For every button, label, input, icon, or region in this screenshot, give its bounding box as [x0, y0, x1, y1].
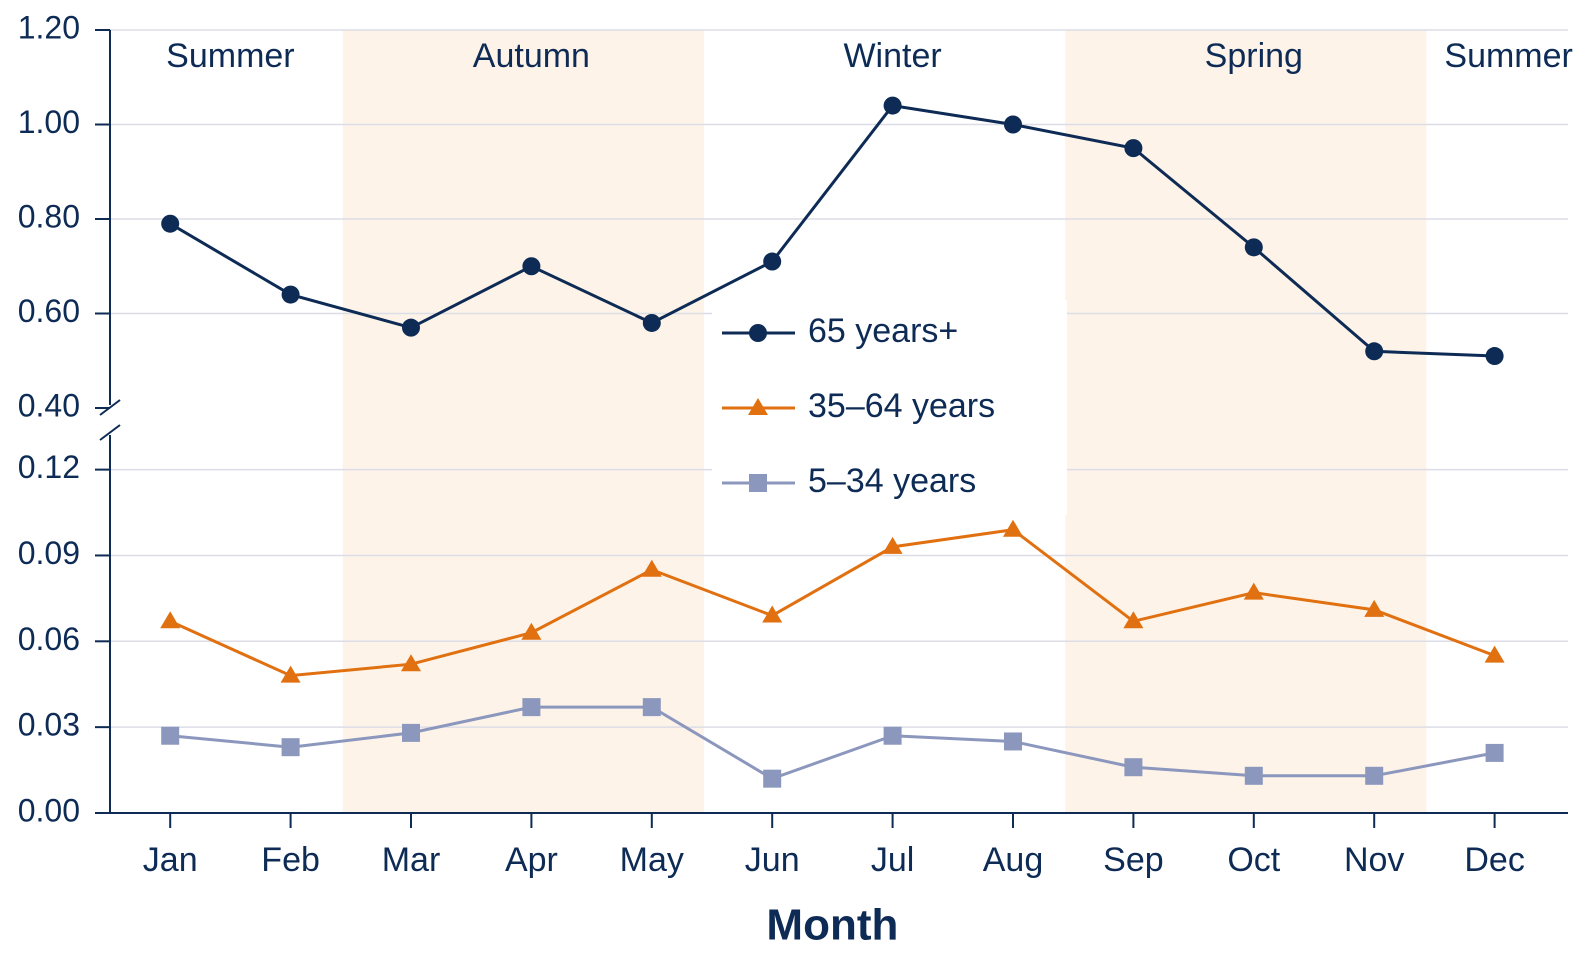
- x-tick-label: Jul: [871, 841, 914, 879]
- season-label: Autumn: [473, 37, 590, 75]
- season-shade: [343, 30, 704, 813]
- legend-label: 35–64 years: [808, 387, 995, 425]
- season-label: Winter: [843, 37, 941, 75]
- y-tick-label: 1.00: [18, 104, 80, 140]
- data-point: [1365, 767, 1383, 785]
- data-point: [1245, 238, 1263, 256]
- y-tick-label: 0.60: [18, 293, 80, 329]
- x-tick-label: Aug: [983, 841, 1044, 879]
- data-point: [522, 698, 540, 716]
- data-point: [643, 314, 661, 332]
- season-label: Summer: [166, 37, 294, 75]
- data-point: [282, 738, 300, 756]
- y-tick-label: 0.06: [18, 621, 80, 657]
- y-tick-label: 0.03: [18, 707, 80, 743]
- x-tick-label: Dec: [1464, 841, 1524, 879]
- season-shade: [1065, 30, 1426, 813]
- data-point: [1124, 758, 1142, 776]
- x-tick-label: May: [620, 841, 684, 879]
- y-tick-label: 0.40: [18, 387, 80, 423]
- data-point: [884, 727, 902, 745]
- y-tick-label: 0.00: [18, 792, 80, 828]
- legend-marker: [749, 474, 767, 492]
- data-point: [763, 770, 781, 788]
- x-tick-label: Jan: [143, 841, 198, 879]
- data-point: [282, 286, 300, 304]
- y-tick-label: 0.09: [18, 535, 80, 571]
- y-tick-label: 0.12: [18, 449, 80, 485]
- data-point: [1486, 347, 1504, 365]
- x-tick-label: Jun: [745, 841, 800, 879]
- season-label: Summer: [1444, 37, 1572, 75]
- y-tick-label: 1.20: [18, 9, 80, 45]
- x-tick-label: Apr: [505, 841, 558, 879]
- data-point: [1003, 520, 1023, 537]
- data-point: [763, 253, 781, 271]
- x-tick-label: Oct: [1227, 841, 1280, 879]
- data-point: [884, 97, 902, 115]
- page: 0.40 0.60 0.80 1.00 1.20 0.00 0.03 0.06 0.09 0.12…: [0, 0, 1595, 966]
- season-label: Spring: [1205, 37, 1303, 75]
- data-point: [161, 215, 179, 233]
- data-point: [1365, 342, 1383, 360]
- x-tick-label: Feb: [261, 841, 320, 879]
- data-point: [160, 611, 180, 628]
- data-point: [522, 257, 540, 275]
- chart: 0.40 0.60 0.80 1.00 1.20 0.00 0.03 0.06 0.09 0.12…: [0, 0, 1595, 966]
- data-point: [1004, 116, 1022, 134]
- data-point: [402, 724, 420, 742]
- legend-label: 5–34 years: [808, 462, 976, 500]
- x-tick-label: Mar: [382, 841, 441, 879]
- data-point: [643, 698, 661, 716]
- data-point: [1486, 744, 1504, 762]
- x-axis-label: Month: [766, 901, 898, 950]
- data-point: [1124, 139, 1142, 157]
- legend-marker: [749, 324, 767, 342]
- x-tick-label: Sep: [1103, 841, 1164, 879]
- data-point: [1004, 732, 1022, 750]
- data-point: [161, 727, 179, 745]
- data-point: [1245, 767, 1263, 785]
- y-tick-label: 0.80: [18, 198, 80, 234]
- legend-label: 65 years+: [808, 312, 958, 350]
- x-tick-label: Nov: [1344, 841, 1404, 879]
- data-point: [402, 319, 420, 337]
